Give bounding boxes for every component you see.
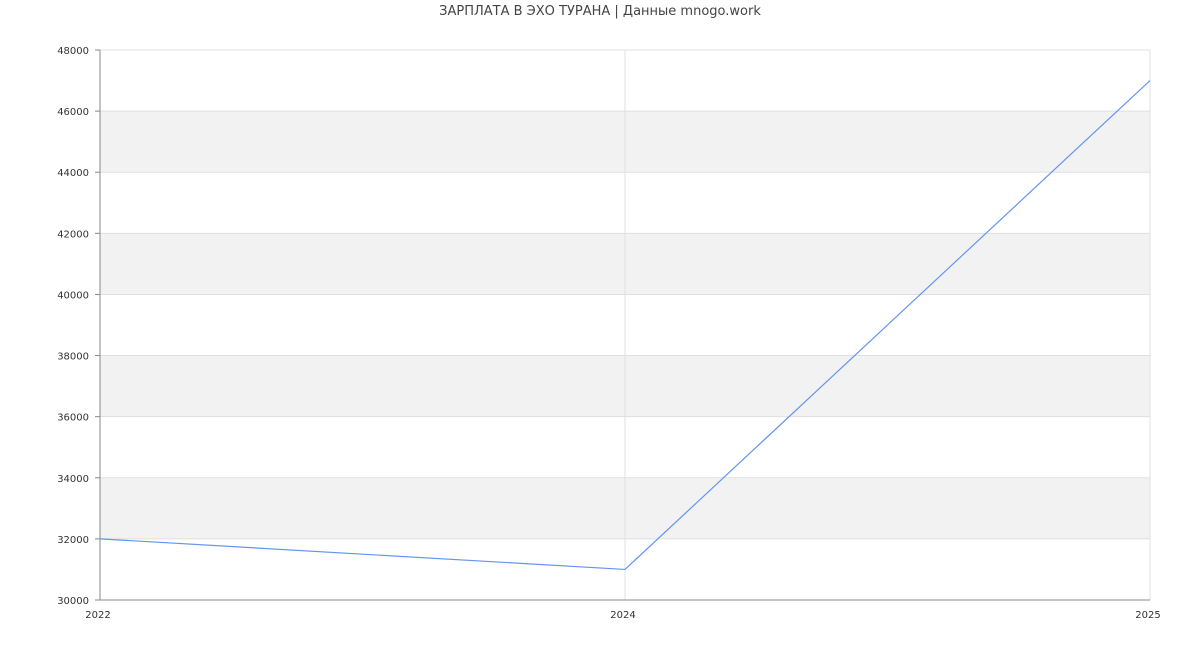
- y-tick-label: 34000: [57, 474, 89, 485]
- y-tick-label: 48000: [57, 46, 89, 57]
- y-tick-label: 40000: [57, 290, 89, 301]
- y-tick-label: 32000: [57, 535, 89, 546]
- y-tick-label: 36000: [57, 413, 89, 424]
- y-tick-label: 44000: [57, 168, 89, 179]
- y-tick-label: 46000: [57, 107, 89, 118]
- x-tick-label: 2022: [85, 610, 110, 621]
- y-tick-label: 38000: [57, 352, 89, 363]
- chart-title: ЗАРПЛАТА В ЭХО ТУРАНА | Данные mnogo.wor…: [439, 4, 761, 19]
- x-tick-label: 2024: [610, 610, 635, 621]
- x-tick-label: 2025: [1135, 610, 1160, 621]
- y-tick-label: 42000: [57, 229, 89, 240]
- y-tick-label: 30000: [57, 596, 89, 607]
